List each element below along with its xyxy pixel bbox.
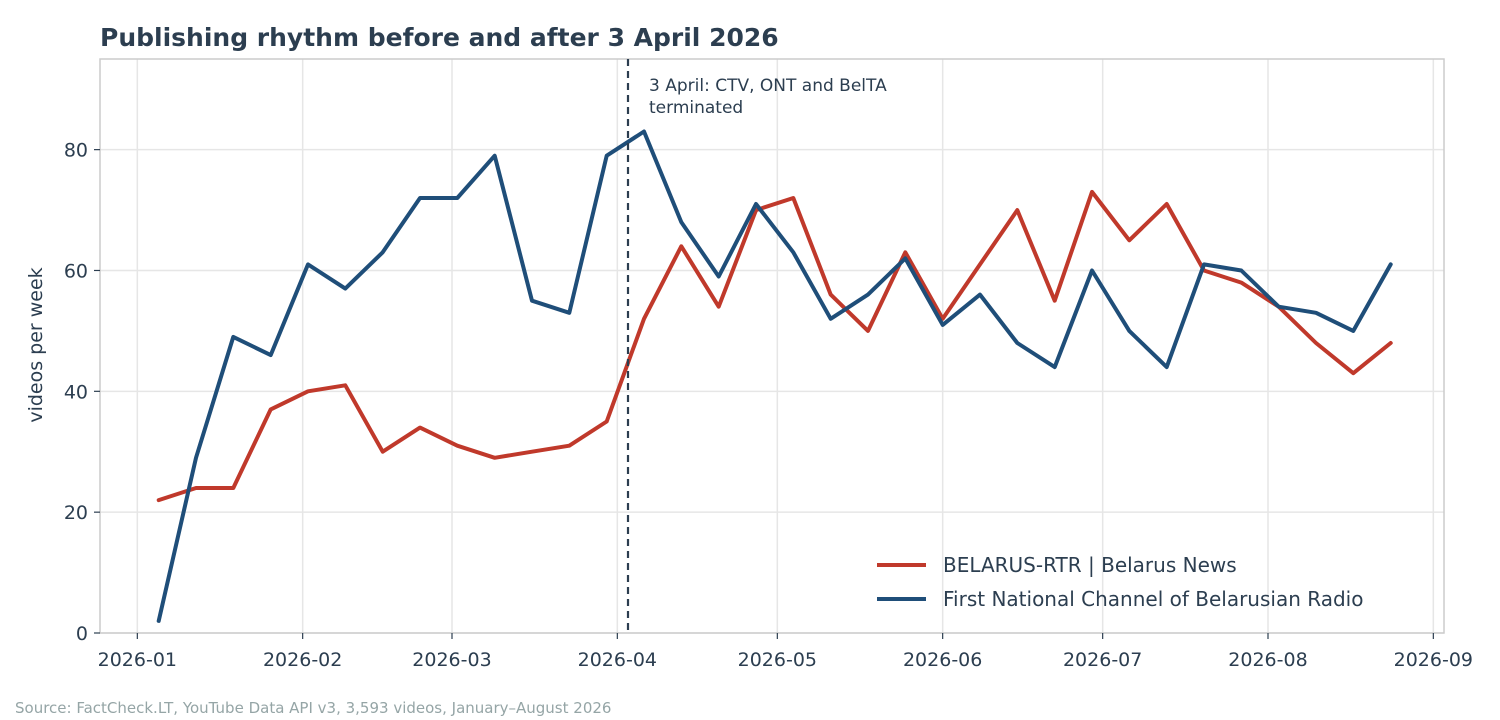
x-tick-label: 2026-05 — [738, 649, 817, 671]
x-tick-label: 2026-08 — [1228, 649, 1307, 671]
x-tick-label: 2026-09 — [1394, 649, 1473, 671]
annotation-line-1: 3 April: CTV, ONT and BelTA — [649, 76, 887, 96]
x-tick-label: 2026-07 — [1063, 649, 1142, 671]
y-tick-label: 0 — [76, 623, 88, 645]
x-tick-label: 2026-01 — [98, 649, 177, 671]
x-tick-label: 2026-06 — [903, 649, 982, 671]
x-tick-label: 2026-02 — [263, 649, 342, 671]
series-group — [156, 129, 1393, 623]
annotation-group: 3 April: CTV, ONT and BelTA terminated — [626, 59, 892, 633]
legend: BELARUS-RTR | Belarus News First National… — [877, 553, 1363, 611]
series-line-1 — [156, 189, 1393, 503]
annotation-text: 3 April: CTV, ONT and BelTA terminated — [649, 76, 892, 118]
plot-frame — [99, 58, 1445, 634]
annotation-line-2: terminated — [649, 98, 743, 118]
y-tick-label: 80 — [64, 140, 88, 162]
series-line-2 — [156, 129, 1393, 623]
x-tick-label: 2026-04 — [578, 649, 657, 671]
axes: 0 20 40 60 80 2026-01 2026-02 2026-03 2026-04 202… — [64, 140, 1473, 671]
y-axis-label: videos per week — [25, 267, 47, 422]
chart-title: Publishing rhythm before and after 3 Apr… — [100, 23, 779, 52]
x-tick-label: 2026-03 — [412, 649, 491, 671]
legend-label-1: BELARUS-RTR | Belarus News — [943, 553, 1237, 577]
y-tick-label: 20 — [64, 502, 88, 524]
legend-label-2: First National Channel of Belarusian Rad… — [943, 587, 1363, 611]
y-tick-label: 60 — [64, 260, 88, 282]
y-tick-label: 40 — [64, 381, 88, 403]
grid — [100, 59, 1444, 634]
source-note: Source: FactCheck.LT, YouTube Data API v… — [15, 699, 611, 717]
